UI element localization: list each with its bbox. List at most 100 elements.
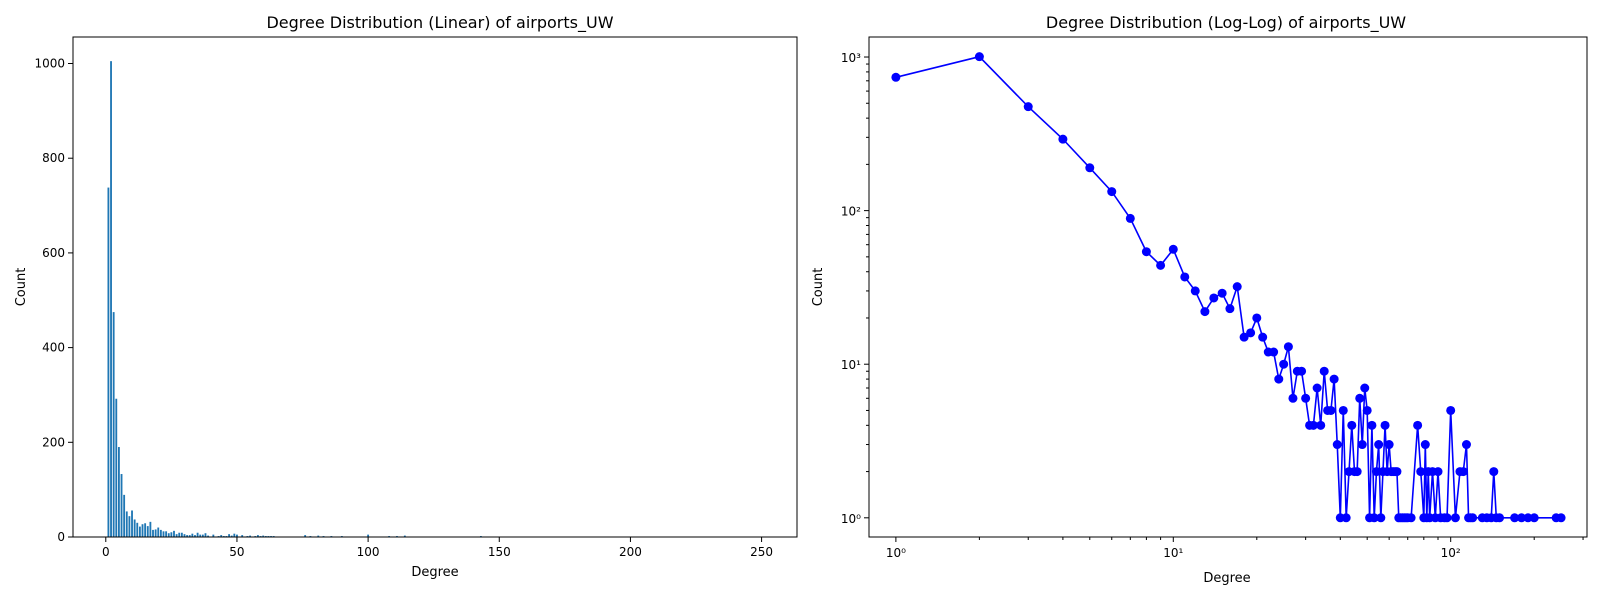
data-point — [1168, 244, 1178, 254]
data-point — [1362, 405, 1372, 415]
series-line — [895, 55, 1562, 519]
data-point — [1517, 513, 1527, 523]
data-point — [1420, 440, 1430, 450]
data-point — [1190, 286, 1200, 296]
data-point — [1252, 313, 1262, 323]
data-point — [1360, 383, 1370, 393]
bar — [233, 533, 236, 537]
data-point — [1246, 328, 1256, 338]
bar — [194, 535, 196, 537]
bar — [175, 534, 178, 537]
data-point — [1413, 420, 1423, 430]
x-tick-label: 50 — [229, 545, 244, 559]
data-point — [1489, 467, 1499, 477]
bar — [180, 532, 183, 537]
bar — [204, 533, 207, 537]
data-point — [1510, 513, 1520, 523]
data-point — [1357, 440, 1367, 450]
data-point — [1225, 304, 1235, 314]
y-tick-label: 0 — [57, 530, 65, 544]
y-tick-label: 1000 — [34, 57, 65, 71]
data-point — [1319, 366, 1329, 376]
data-point — [1442, 513, 1452, 523]
bar — [228, 534, 230, 537]
linear-chart-title: Degree Distribution (Linear) of airports… — [266, 13, 613, 33]
loglog-y-ticks: 10⁰ 10¹ 10² 10³ — [841, 51, 869, 526]
data-point — [1329, 374, 1339, 384]
bar — [125, 511, 128, 537]
data-point — [974, 52, 984, 62]
data-point — [1347, 420, 1357, 430]
x-tick-label: 0 — [102, 545, 110, 559]
data-point — [1180, 272, 1190, 282]
loglog-chart-title: Degree Distribution (Log-Log) of airport… — [1046, 13, 1406, 33]
data-point — [1433, 467, 1443, 477]
data-point — [1297, 366, 1307, 376]
data-point — [1355, 393, 1365, 403]
data-point — [1288, 393, 1298, 403]
loglog-x-axis-label: Degree — [1203, 571, 1250, 586]
bar — [186, 535, 189, 537]
data-point — [1301, 393, 1311, 403]
bar — [133, 519, 136, 537]
data-point — [1450, 513, 1460, 523]
data-point — [1374, 440, 1384, 450]
bar — [201, 534, 204, 537]
bar — [183, 534, 186, 537]
bar — [159, 529, 162, 537]
data-point — [1338, 405, 1348, 415]
data-point — [1461, 440, 1471, 450]
data-point — [1156, 260, 1166, 270]
linear-y-ticks: 0 200 400 600 800 1000 — [34, 57, 73, 544]
bar — [173, 530, 175, 537]
data-point — [1495, 513, 1505, 523]
data-point — [1058, 134, 1068, 144]
data-point — [1352, 467, 1362, 477]
bar — [191, 533, 194, 537]
data-point — [1458, 467, 1468, 477]
loglog-series — [891, 52, 1566, 523]
bar — [257, 535, 259, 537]
data-point — [1232, 282, 1242, 292]
loglog-chart: Degree Distribution (Log-Log) of airport… — [811, 13, 1588, 586]
bar — [249, 535, 251, 537]
x-tick-label: 150 — [488, 545, 511, 559]
bar — [165, 531, 168, 537]
data-point — [1556, 513, 1566, 523]
data-point — [1107, 187, 1117, 197]
bar — [367, 534, 370, 537]
y-tick-label: 800 — [42, 151, 65, 165]
data-point — [1269, 347, 1279, 357]
x-tick-label: 10² — [1441, 546, 1461, 560]
x-tick-label: 10¹ — [1163, 546, 1183, 560]
bar — [120, 474, 123, 537]
data-point — [1406, 513, 1416, 523]
x-tick-label: 100 — [357, 545, 380, 559]
x-tick-label: 200 — [619, 545, 642, 559]
bar — [207, 535, 210, 537]
bar — [241, 535, 244, 537]
data-point — [1023, 102, 1033, 112]
data-point — [1392, 467, 1402, 477]
data-point — [1529, 513, 1539, 523]
y-tick-label: 10¹ — [841, 358, 861, 372]
data-point — [1376, 513, 1386, 523]
bar — [110, 61, 112, 537]
data-point — [1416, 467, 1426, 477]
bar — [138, 526, 141, 537]
bar — [162, 531, 165, 537]
linear-x-axis-label: Degree — [411, 565, 458, 580]
x-tick-label: 10⁰ — [886, 546, 906, 560]
linear-x-ticks: 0 50 100 150 200 250 — [102, 537, 773, 559]
y-tick-label: 600 — [42, 246, 65, 260]
data-point — [891, 72, 901, 82]
data-point — [1316, 420, 1326, 430]
x-tick-label: 250 — [750, 545, 773, 559]
y-tick-label: 400 — [42, 341, 65, 355]
bar — [188, 535, 191, 537]
data-point — [1200, 307, 1210, 317]
bar — [236, 534, 238, 537]
bar — [128, 516, 131, 537]
y-tick-label: 10⁰ — [841, 512, 861, 526]
data-point — [1085, 163, 1095, 173]
